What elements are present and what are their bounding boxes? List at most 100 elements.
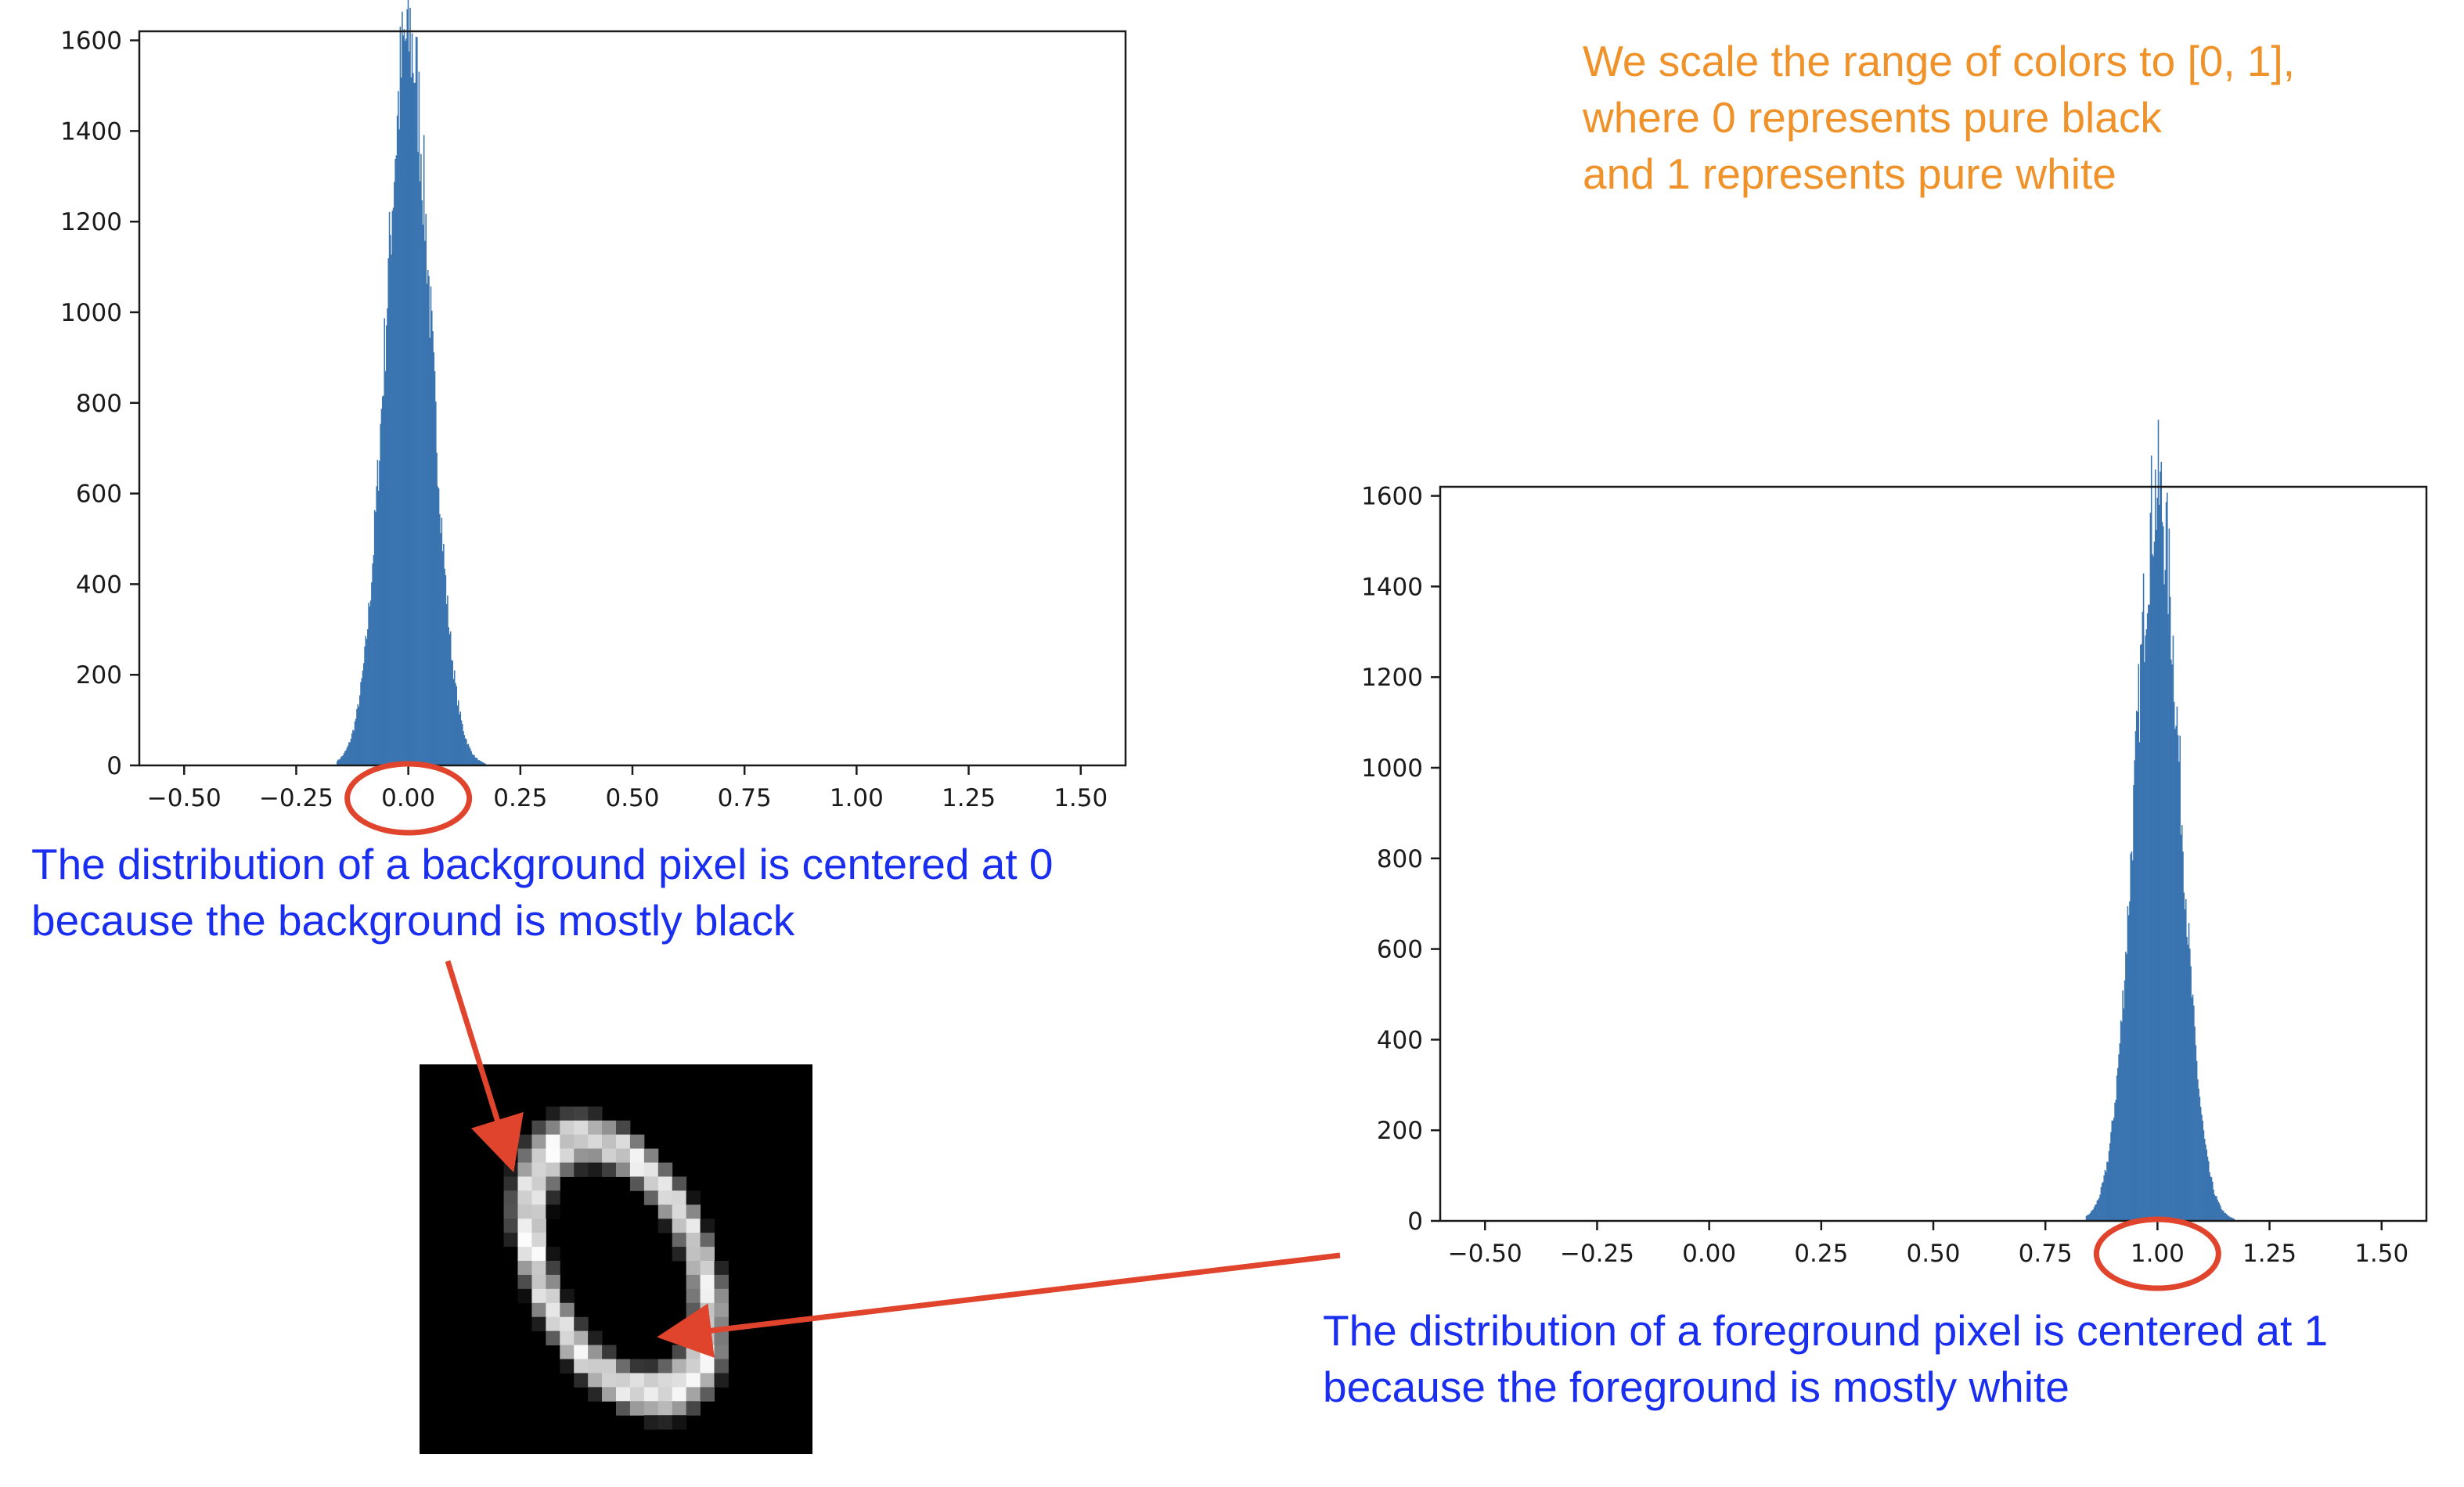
histogram-bar-140 xyxy=(474,757,476,765)
digit-pixel-153 xyxy=(686,1373,701,1388)
histogram-bar-109 xyxy=(2193,1005,2195,1221)
histogram-bar-35 xyxy=(371,582,373,765)
histogram-bar-150 xyxy=(2233,1219,2235,1221)
histogram-bar-136 xyxy=(2220,1205,2221,1221)
histogram-bar-133 xyxy=(2217,1199,2218,1221)
highlight-circle xyxy=(344,761,473,836)
histogram-bar-54 xyxy=(390,235,391,765)
histogram-bar-100 xyxy=(2184,909,2186,1221)
histogram-bar-112 xyxy=(447,595,448,765)
digit-pixel-144 xyxy=(714,1359,729,1374)
histogram-bar-109 xyxy=(444,568,445,765)
digit-pixel-88 xyxy=(686,1261,701,1276)
histogram-bar-83 xyxy=(418,71,420,766)
histogram-bar-125 xyxy=(459,711,462,765)
histogram-bar-124 xyxy=(459,714,460,765)
histogram-bar-111 xyxy=(445,603,448,765)
histogram-bar-47 xyxy=(2131,860,2134,1221)
digit-pixel-45 xyxy=(546,1176,560,1191)
histogram-bar-21 xyxy=(357,704,359,765)
histogram-bar-13 xyxy=(349,742,351,765)
histogram-bar-70 xyxy=(405,38,407,765)
histogram-bar-149 xyxy=(2232,1218,2235,1221)
digit-pixel-17 xyxy=(602,1134,617,1150)
histogram-bar-51 xyxy=(2135,710,2138,1221)
histogram-bar-106 xyxy=(441,517,443,765)
digit-pixel-51 xyxy=(517,1190,532,1205)
y-tick-label-6: 1200 xyxy=(60,208,122,236)
foreground-note-line-2: because the foreground is mostly white xyxy=(1323,1363,2070,1411)
histogram-bar-96 xyxy=(430,311,433,765)
digit-pixel-160 xyxy=(643,1387,659,1402)
histogram-bar-79 xyxy=(414,82,416,766)
x-tick-label-8: 1.50 xyxy=(2354,1240,2408,1268)
digit-pixel-133 xyxy=(560,1359,575,1374)
digit-pixel-118 xyxy=(560,1330,575,1346)
digit-pixel-124 xyxy=(714,1330,729,1346)
histogram-bar-46 xyxy=(381,396,384,765)
background-note-line-1: The distribution of a background pixel i… xyxy=(31,840,1054,888)
histogram-bar-69 xyxy=(404,41,406,765)
histogram-bar-72 xyxy=(407,0,409,765)
histogram-bar-139 xyxy=(474,754,475,765)
histogram-bar-9 xyxy=(345,750,347,765)
y-tick-label-7: 1400 xyxy=(1361,573,1423,601)
histogram-bar-40 xyxy=(376,486,377,765)
y-tick-label-5: 1000 xyxy=(60,299,122,327)
histogram-bar-110 xyxy=(2194,1026,2196,1221)
digit-pixel-91 xyxy=(517,1274,532,1290)
digit-pixel-43 xyxy=(517,1176,532,1191)
digit-pixel-28 xyxy=(629,1148,645,1163)
histogram-bar-6 xyxy=(2091,1210,2093,1221)
digit-pixel-164 xyxy=(700,1387,715,1402)
digit-pixel-76 xyxy=(686,1233,701,1248)
histogram-bar-36 xyxy=(372,563,373,765)
histogram-bar-125 xyxy=(2209,1172,2210,1221)
histogram-bar-60 xyxy=(2145,635,2146,1221)
histogram-bar-89 xyxy=(424,240,426,765)
histogram-bar-8 xyxy=(2093,1207,2095,1221)
digit-pixel-25 xyxy=(588,1148,603,1163)
histogram-bar-123 xyxy=(2206,1156,2209,1221)
histogram-bar-37 xyxy=(373,555,375,765)
histogram-bar-105 xyxy=(440,533,441,765)
histogram-bar-144 xyxy=(478,760,480,765)
histogram-bar-135 xyxy=(470,748,471,765)
digit-pixel-95 xyxy=(700,1274,715,1290)
x-tick-label-2: 0.00 xyxy=(1682,1240,1736,1268)
histogram-bar-67 xyxy=(402,35,404,766)
histogram-bar-10 xyxy=(346,747,348,765)
histogram-bar-119 xyxy=(453,670,456,765)
digit-pixel-13 xyxy=(546,1134,560,1150)
histogram-bar-35 xyxy=(2120,1020,2122,1221)
x-tick-label-7: 1.25 xyxy=(2242,1240,2296,1268)
digit-pixel-134 xyxy=(574,1359,589,1374)
histogram-bar-121 xyxy=(456,686,458,765)
x-tick-label-5: 0.75 xyxy=(2019,1240,2073,1268)
histogram-bar-144 xyxy=(2228,1215,2229,1221)
digit-pixel-92 xyxy=(531,1274,546,1290)
histogram-bar-52 xyxy=(2137,711,2138,1221)
digit-pixel-150 xyxy=(643,1373,659,1388)
histogram-bar-107 xyxy=(441,551,444,765)
histogram-bar-12 xyxy=(2097,1199,2099,1221)
histogram-bar-60 xyxy=(395,155,398,766)
histogram-bar-85 xyxy=(2169,596,2171,1221)
histogram-bar-74 xyxy=(409,7,411,765)
histogram-bar-120 xyxy=(2203,1138,2206,1221)
histogram-bar-114 xyxy=(2198,1089,2199,1221)
digit-pixel-171 xyxy=(643,1415,659,1430)
digit-pixel-85 xyxy=(517,1261,532,1276)
y-tick-label-3: 600 xyxy=(1377,936,1423,964)
histogram-bar-114 xyxy=(448,634,451,765)
digit-pixel-147 xyxy=(602,1373,617,1388)
digit-pixel-100 xyxy=(560,1288,575,1304)
histogram-bar-31 xyxy=(2116,1075,2118,1221)
histogram-bar-69 xyxy=(2153,542,2156,1221)
digit-pixel-57 xyxy=(686,1190,701,1205)
digit-pixel-7 xyxy=(574,1120,589,1136)
histogram-bar-111 xyxy=(2195,1045,2197,1221)
histogram-bar-49 xyxy=(2134,760,2136,1221)
histogram-bar-13 xyxy=(2098,1197,2100,1221)
